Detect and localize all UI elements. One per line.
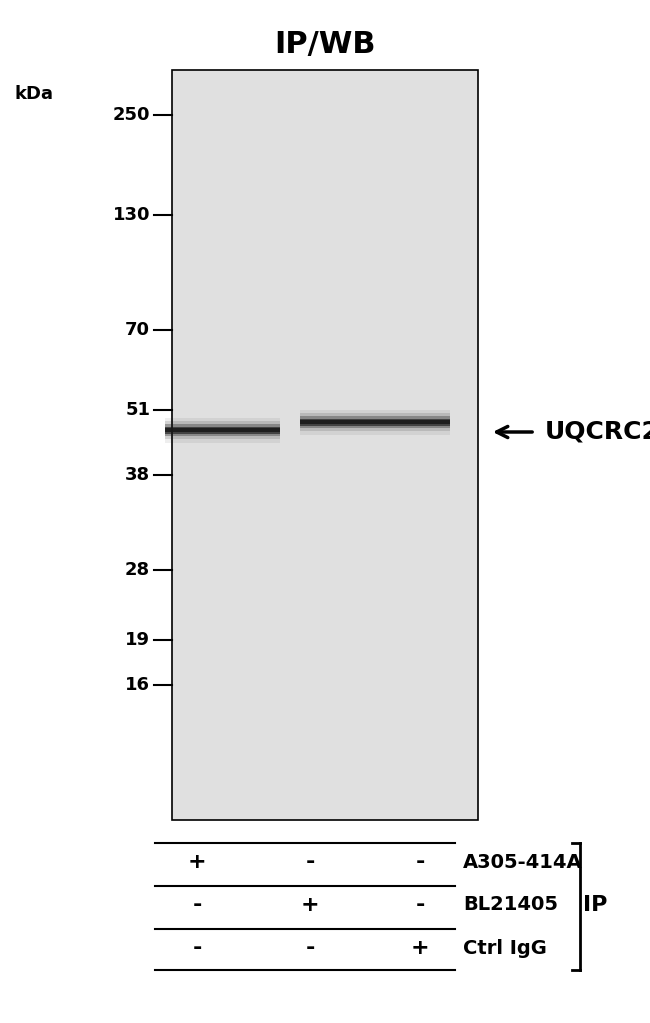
- Text: +: +: [301, 895, 319, 915]
- Polygon shape: [300, 418, 450, 426]
- Text: 250: 250: [112, 106, 150, 124]
- Polygon shape: [300, 416, 450, 428]
- Text: 70: 70: [125, 321, 150, 339]
- Text: -: -: [415, 895, 424, 915]
- Text: 16: 16: [125, 676, 150, 694]
- Text: +: +: [188, 852, 206, 872]
- Polygon shape: [165, 424, 280, 436]
- Text: UQCRC2: UQCRC2: [545, 420, 650, 444]
- Text: BL21405: BL21405: [463, 895, 558, 915]
- Text: IP/WB: IP/WB: [274, 31, 376, 59]
- Polygon shape: [300, 409, 450, 435]
- Polygon shape: [165, 421, 280, 439]
- Polygon shape: [300, 420, 450, 424]
- Polygon shape: [300, 413, 450, 431]
- Text: 130: 130: [112, 206, 150, 224]
- Text: A305-414A: A305-414A: [463, 852, 582, 872]
- Text: +: +: [411, 938, 429, 958]
- Polygon shape: [165, 427, 280, 434]
- Text: 28: 28: [125, 561, 150, 579]
- Text: -: -: [192, 895, 202, 915]
- Text: -: -: [192, 938, 202, 958]
- Text: IP: IP: [583, 895, 607, 915]
- Text: Ctrl IgG: Ctrl IgG: [463, 938, 547, 958]
- Text: 19: 19: [125, 631, 150, 649]
- Text: -: -: [306, 852, 315, 872]
- Text: 51: 51: [125, 401, 150, 419]
- Bar: [172, 70, 478, 820]
- Polygon shape: [165, 428, 280, 432]
- Polygon shape: [165, 417, 280, 443]
- Text: -: -: [306, 938, 315, 958]
- Text: -: -: [415, 852, 424, 872]
- Text: kDa: kDa: [15, 85, 54, 103]
- Text: 38: 38: [125, 466, 150, 484]
